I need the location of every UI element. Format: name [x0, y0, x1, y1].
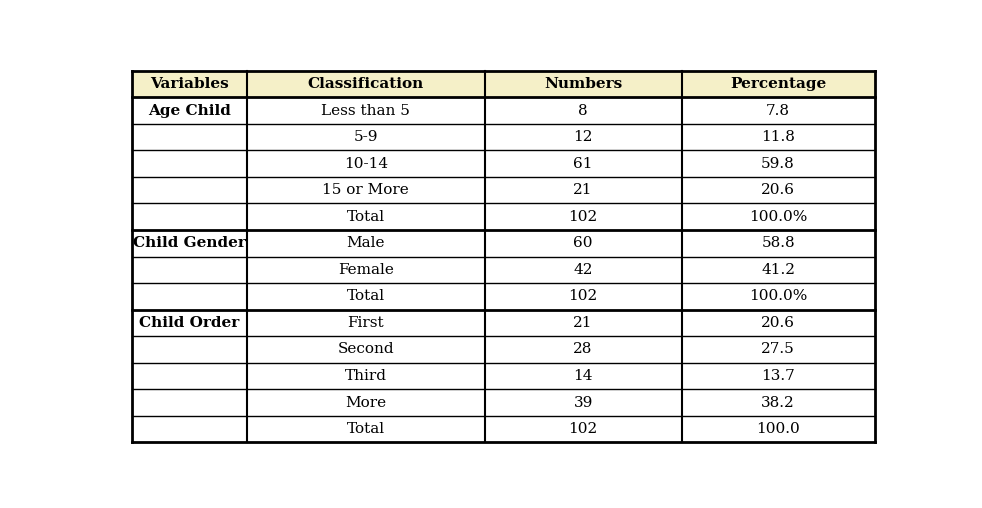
Text: 60: 60	[573, 236, 593, 250]
Bar	[682, 230, 875, 257]
Bar	[247, 283, 485, 309]
Bar	[485, 283, 682, 309]
Text: 102: 102	[569, 210, 598, 224]
Bar	[247, 389, 485, 416]
Text: Percentage: Percentage	[730, 77, 826, 91]
Bar	[485, 150, 682, 177]
Bar	[682, 389, 875, 416]
Text: Total: Total	[347, 290, 385, 303]
Text: Total: Total	[347, 422, 385, 436]
Text: 7.8: 7.8	[766, 104, 791, 117]
Bar	[682, 257, 875, 283]
Bar	[247, 363, 485, 389]
Text: 59.8: 59.8	[761, 156, 795, 171]
Text: 58.8: 58.8	[761, 236, 794, 250]
Bar	[485, 389, 682, 416]
Text: 11.8: 11.8	[761, 130, 795, 144]
Text: Age Child: Age Child	[148, 104, 231, 117]
Bar	[682, 363, 875, 389]
Text: 20.6: 20.6	[761, 183, 795, 197]
Bar	[247, 177, 485, 204]
Text: 21: 21	[573, 183, 593, 197]
Bar	[247, 124, 485, 150]
Text: Child Order: Child Order	[139, 316, 240, 330]
Text: Variables: Variables	[150, 77, 229, 91]
Text: More: More	[346, 396, 387, 409]
Bar	[682, 177, 875, 204]
Bar	[132, 97, 247, 230]
Text: Female: Female	[338, 263, 394, 277]
Text: Child Gender: Child Gender	[133, 236, 246, 250]
Text: Less than 5: Less than 5	[321, 104, 410, 117]
Text: 39: 39	[573, 396, 593, 409]
Text: Third: Third	[345, 369, 387, 383]
Bar	[132, 230, 247, 309]
Bar	[682, 416, 875, 442]
Text: 42: 42	[573, 263, 593, 277]
Text: 8: 8	[578, 104, 588, 117]
Bar	[682, 124, 875, 150]
Bar	[682, 309, 875, 336]
Text: 100.0: 100.0	[756, 422, 800, 436]
Bar	[682, 71, 875, 98]
Text: Total: Total	[347, 210, 385, 224]
Bar	[247, 98, 485, 124]
Text: 5-9: 5-9	[354, 130, 378, 144]
Bar	[247, 203, 485, 230]
Text: 14: 14	[573, 369, 593, 383]
Text: Male: Male	[347, 236, 385, 250]
Text: 27.5: 27.5	[761, 342, 795, 357]
Text: 12: 12	[573, 130, 593, 144]
Bar	[682, 336, 875, 363]
Bar	[247, 309, 485, 336]
Bar	[247, 150, 485, 177]
Text: 21: 21	[573, 316, 593, 330]
Text: 15 or More: 15 or More	[322, 183, 409, 197]
Bar	[485, 98, 682, 124]
Text: 38.2: 38.2	[761, 396, 795, 409]
Text: 100.0%: 100.0%	[749, 210, 807, 224]
Text: 102: 102	[569, 422, 598, 436]
Text: 28: 28	[573, 342, 593, 357]
Bar	[485, 336, 682, 363]
Bar	[247, 230, 485, 257]
Text: 102: 102	[569, 290, 598, 303]
Bar	[485, 71, 682, 98]
Bar	[682, 283, 875, 309]
Bar	[682, 203, 875, 230]
Text: 20.6: 20.6	[761, 316, 795, 330]
Bar	[485, 124, 682, 150]
Text: Classification: Classification	[307, 77, 424, 91]
Text: Numbers: Numbers	[544, 77, 623, 91]
Bar	[682, 98, 875, 124]
Bar	[485, 257, 682, 283]
Bar	[247, 336, 485, 363]
Text: Second: Second	[338, 342, 394, 357]
Bar	[485, 230, 682, 257]
Bar	[247, 416, 485, 442]
Bar	[132, 309, 247, 442]
Text: 13.7: 13.7	[761, 369, 795, 383]
Text: 61: 61	[573, 156, 593, 171]
Bar	[485, 177, 682, 204]
Bar	[132, 71, 247, 98]
Text: 100.0%: 100.0%	[749, 290, 807, 303]
Text: 10-14: 10-14	[344, 156, 388, 171]
Bar	[682, 150, 875, 177]
Bar	[247, 257, 485, 283]
Bar	[485, 309, 682, 336]
Bar	[485, 203, 682, 230]
Bar	[247, 71, 485, 98]
Bar	[485, 416, 682, 442]
Text: 41.2: 41.2	[761, 263, 795, 277]
Bar	[485, 363, 682, 389]
Text: First: First	[348, 316, 384, 330]
